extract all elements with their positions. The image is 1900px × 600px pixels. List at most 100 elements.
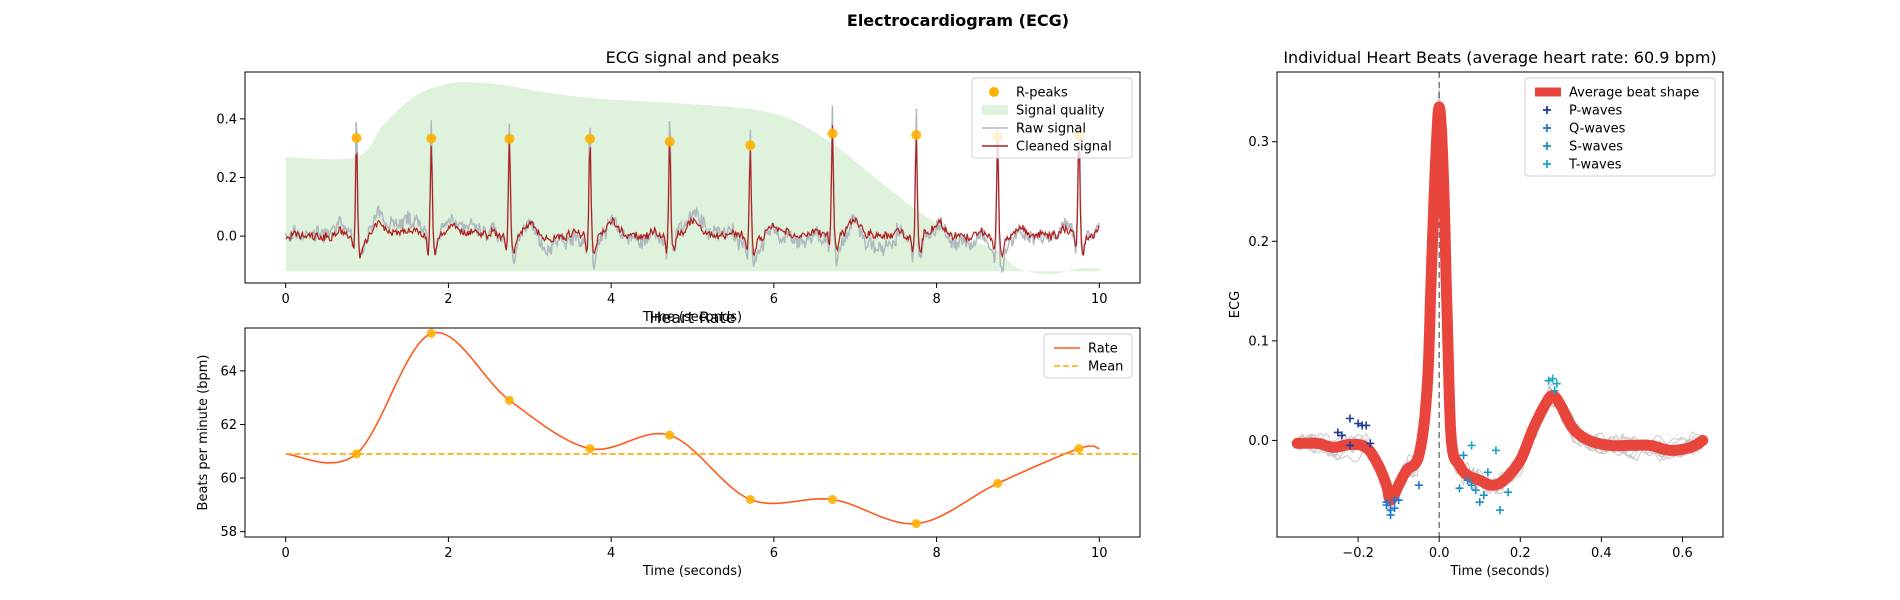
x-tick-label: 6 [770,292,778,307]
rate-point [585,444,595,454]
legend-entry: Mean [1088,360,1123,375]
legend-box [971,77,1133,159]
t-wave-marker [1467,441,1476,450]
x-tick-label: 0.6 [1672,546,1693,561]
legend-box [1524,77,1716,177]
x-tick-label: 0.2 [1510,546,1531,561]
axes-frame [1276,71,1724,538]
rate-line [285,331,1100,525]
cleaned-signal-line [285,125,1100,259]
y-tick-label: 64 [220,364,237,379]
subplot-title: Heart Rate [649,308,735,327]
subplot-title: ECG signal and peaks [606,48,780,67]
axes-frame [244,71,1141,284]
y-tick-label: 0.0 [216,230,237,245]
legend-entry: Raw signal [1016,122,1086,137]
y-tick-label: 62 [220,418,237,433]
x-tick-label: 4 [607,292,615,307]
y-tick-label: 0.4 [216,112,237,127]
p-wave-marker [1345,441,1354,450]
r-peak-point [351,132,362,143]
legend-entry: S-waves [1569,140,1623,155]
y-tick-label: 58 [220,525,237,540]
y-tick-label: 60 [220,472,237,487]
s-wave-marker [1459,451,1468,460]
r-peak-point [584,133,595,144]
x-tick-label: 8 [932,546,940,561]
x-tick-label: 0 [282,546,290,561]
s-wave-marker [1455,484,1464,493]
legend-entry: Average beat shape [1569,86,1699,101]
s-wave-marker [1463,476,1472,485]
t-wave-marker [1552,379,1561,388]
r-peak-point [911,130,922,141]
s-wave-marker [1479,491,1488,500]
rate-point [426,328,436,338]
x-tick-label: 2 [444,546,452,561]
x-tick-label: 2 [444,292,452,307]
x-tick-label: 0 [282,292,290,307]
legend-entry: Q-waves [1569,122,1626,137]
rate-point [504,395,514,405]
p-wave-marker [1366,439,1375,448]
s-wave-marker [1504,488,1513,497]
legend-marker [982,105,1008,115]
rate-point [665,430,675,440]
t-wave-marker [1544,376,1553,385]
x-axis-label: Time (seconds) [1449,564,1549,579]
r-peak-point [426,133,437,144]
x-axis-label: Time (seconds) [642,564,742,579]
p-wave-marker [1345,414,1354,423]
q-wave-marker [1386,511,1395,520]
q-wave-marker [1390,504,1399,513]
y-axis-label: Beats per minute (bpm) [196,355,211,511]
s-wave-marker [1475,498,1484,507]
raw-signal-line [284,105,1100,273]
legend-entry: P-waves [1569,104,1623,119]
y-axis-label: ECG [1228,291,1243,318]
r-peak-point [827,128,838,139]
s-wave-marker [1467,481,1476,490]
legend-entry: R-peaks [1016,86,1068,101]
rate-point [745,494,755,504]
t-wave-marker [1491,446,1500,455]
ecg-signal-panel: 0 2 4 6 8 10 0.0 0.2 0.4 ECG signal and peaks Time… [216,48,1141,325]
y-tick-label: 0.1 [1248,334,1269,349]
y-tick-label: 0.3 [1248,135,1269,150]
x-tick-label: 8 [932,292,940,307]
x-tick-label: 0.0 [1429,546,1450,561]
p-wave-marker [1362,421,1371,430]
p-wave-marker [1354,419,1363,428]
x-axis-label: Time (seconds) [642,310,742,325]
legend-entry: Cleaned signal [1016,140,1112,155]
legend-marker [989,87,999,97]
rate-point [911,519,921,529]
rate-point [993,478,1003,488]
legend-entry: Rate [1088,342,1118,357]
figure-title: Electrocardiogram (ECG) [847,11,1069,30]
x-tick-label: −0.2 [1342,546,1374,561]
average-beat-line [1291,101,1709,506]
plot-area [1291,72,1709,537]
s-wave-marker [1496,506,1504,515]
x-tick-label: 4 [607,546,615,561]
s-wave-marker [1483,468,1492,477]
legend-entry: Signal quality [1016,104,1105,119]
y-tick-label: 0.2 [216,171,237,186]
y-tick-label: 0.2 [1248,235,1269,250]
y-tick-label: 0.0 [1248,434,1269,449]
x-tick-label: 10 [1091,292,1108,307]
x-tick-label: 10 [1091,546,1108,561]
q-wave-marker [1382,498,1391,507]
p-wave-marker [1337,431,1346,440]
t-wave-marker [1548,374,1557,383]
s-wave-marker [1471,486,1480,495]
rate-point [1074,444,1084,454]
plot-area [284,82,1100,275]
x-tick-label: 0.4 [1591,546,1612,561]
signal-quality-area [285,82,1100,275]
x-tick-label: 6 [770,546,778,561]
r-peak-point [664,136,675,147]
